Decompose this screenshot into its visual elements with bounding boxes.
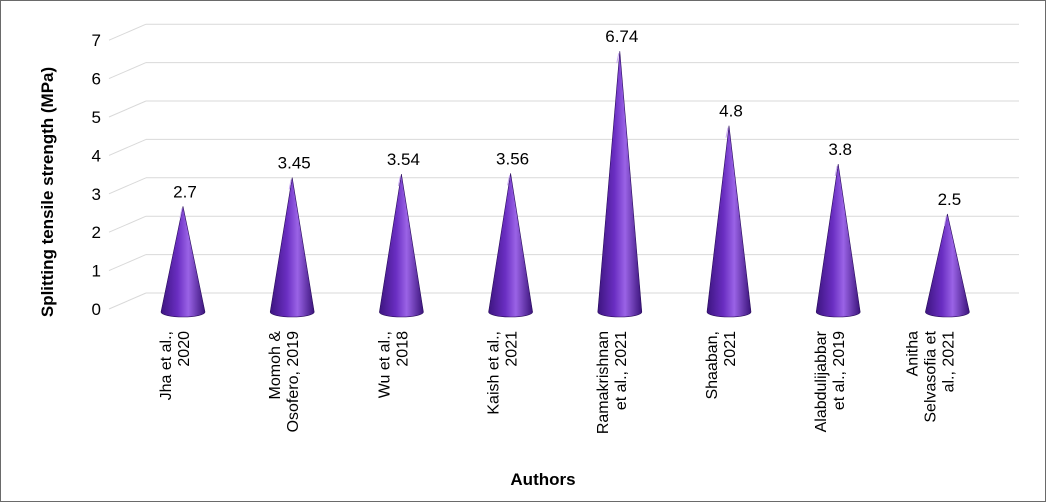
cone-bar xyxy=(160,206,206,318)
category-label-line: et al., 2021 xyxy=(613,331,630,410)
category-label-line: Osofero, 2019 xyxy=(285,331,302,433)
cone-body xyxy=(925,213,970,318)
y-tick-label: 3 xyxy=(92,185,101,204)
y-tick-label: 5 xyxy=(92,108,101,127)
category-label-line: Ramakrishnan xyxy=(595,331,612,434)
cone-bar xyxy=(597,51,643,318)
cone-highlight xyxy=(834,165,838,177)
category-label: Momoh & Osofero, 2019 xyxy=(267,331,302,433)
gridline-depth xyxy=(108,177,147,195)
data-label: 4.8 xyxy=(719,102,743,121)
cone-highlight xyxy=(507,175,511,186)
cone-series xyxy=(160,51,970,318)
data-label: 3.45 xyxy=(278,154,311,173)
data-label: 3.56 xyxy=(496,149,529,168)
category-label-line: Momoh & xyxy=(267,331,284,400)
gridline-depth xyxy=(108,292,147,310)
data-label: 3.54 xyxy=(387,150,420,169)
y-axis-ticks: 0 1 2 3 4 5 6 7 xyxy=(92,31,101,319)
gridline-depth xyxy=(108,62,147,80)
category-label: Kaish et al., 2021 xyxy=(486,331,521,415)
category-label-line: al., 2021 xyxy=(940,331,957,392)
y-axis-title: Splitting tensile strength (MPa) xyxy=(38,67,57,317)
category-label-line: 2020 xyxy=(176,331,193,367)
category-label-line: Jha et al., xyxy=(158,331,175,400)
x-axis-title: Authors xyxy=(510,470,575,489)
category-label-line: Shaaban, xyxy=(704,331,721,400)
cone-bar xyxy=(815,164,861,318)
category-label: Alabdulijabbar et al., 2019 xyxy=(813,330,848,432)
cone-body xyxy=(597,51,643,318)
category-label-line: 2021 xyxy=(504,331,521,367)
cone-highlight xyxy=(288,179,292,190)
cone-body xyxy=(815,164,861,318)
gridline-depth xyxy=(108,138,147,156)
cone-highlight xyxy=(616,53,620,64)
data-label: 2.5 xyxy=(938,190,962,209)
cone-body xyxy=(706,125,752,318)
cone-highlight xyxy=(397,175,401,187)
cone-bar xyxy=(706,125,752,318)
y-tick-label: 7 xyxy=(92,31,101,50)
category-label-line: Kaish et al., xyxy=(486,331,503,415)
category-label-line: Anitha xyxy=(904,331,921,376)
category-label: Ramakrishnan et al., 2021 xyxy=(595,331,630,434)
data-label: 6.74 xyxy=(605,27,638,46)
gridline-depth xyxy=(108,254,147,272)
y-tick-label: 4 xyxy=(92,146,101,165)
y-tick-label: 1 xyxy=(92,262,101,281)
data-label: 2.7 xyxy=(173,182,197,201)
cone-body xyxy=(160,206,206,318)
category-label: Wu et al., 2018 xyxy=(376,331,411,398)
cone-bar xyxy=(488,173,533,318)
cone-highlight xyxy=(943,215,947,227)
x-axis-categories: Jha et al., 2020 Momoh & Osofero, 2019 Wu et… xyxy=(158,330,957,434)
gridlines xyxy=(108,23,1019,310)
category-label-line: Alabdulijabbar xyxy=(813,330,830,432)
category-label-line: Wu et al., xyxy=(376,331,393,398)
category-label-line: 2018 xyxy=(394,331,411,367)
cone-bar xyxy=(925,213,970,318)
cone-bar xyxy=(269,177,315,318)
y-tick-label: 2 xyxy=(92,223,101,242)
data-label: 3.8 xyxy=(828,140,852,159)
cone-body xyxy=(379,174,424,318)
cone-highlight xyxy=(179,208,183,219)
y-tick-label: 6 xyxy=(92,70,101,89)
category-label-line: Selvasofia et xyxy=(922,330,939,422)
cone-body xyxy=(269,177,315,318)
category-label: Shaaban, 2021 xyxy=(704,331,739,400)
category-label: Anitha Selvasofia et al., 2021 xyxy=(904,330,957,422)
data-labels: 2.7 3.45 3.54 3.56 6.74 4.8 3.8 2.5 xyxy=(173,27,961,209)
category-label-line: et al., 2019 xyxy=(831,331,848,410)
gridline-depth xyxy=(108,23,147,41)
gridline-depth xyxy=(108,215,147,233)
gridline-depth xyxy=(108,100,147,118)
category-label-line: 2021 xyxy=(722,331,739,367)
cone-body xyxy=(488,173,533,318)
category-label: Jha et al., 2020 xyxy=(158,331,193,400)
y-tick-label: 0 xyxy=(92,300,101,319)
cone-bar xyxy=(379,174,424,318)
cone-highlight xyxy=(725,127,729,138)
